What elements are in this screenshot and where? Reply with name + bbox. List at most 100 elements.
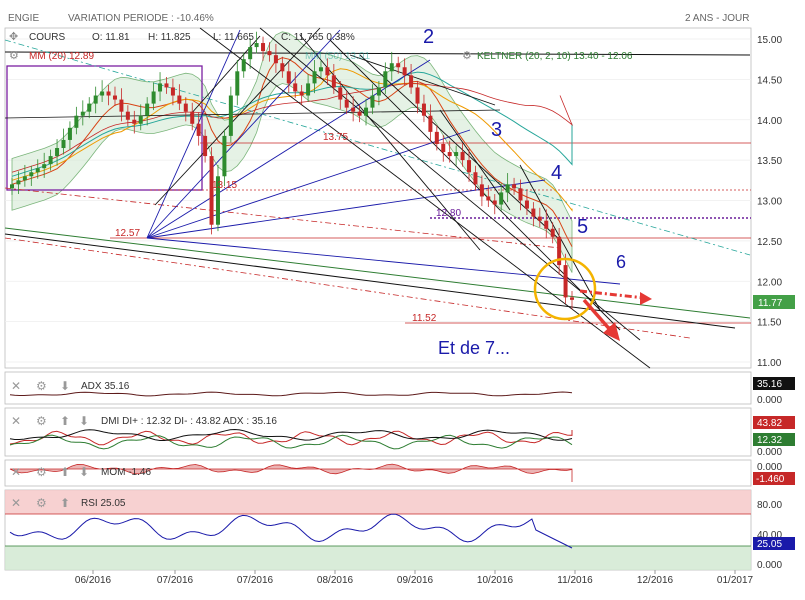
candle-body <box>402 67 407 76</box>
candle-body <box>383 71 388 88</box>
wave-label-2: 2 <box>423 26 434 48</box>
candle-body <box>434 131 439 144</box>
rsi-line <box>9 513 573 549</box>
candlestick-series <box>10 31 574 310</box>
candle-body <box>74 115 79 128</box>
adx-value: 35.16 <box>757 379 782 390</box>
black-trendline-lower <box>4 233 736 329</box>
arrow-down-icon[interactable]: ⬇ <box>79 465 89 479</box>
price-tick-4: 13.00 <box>757 197 782 208</box>
rsi-tick-40: 40.00 <box>757 530 782 541</box>
candle-body <box>112 95 117 100</box>
candle-body <box>138 115 143 124</box>
mom-tick: 0.000 <box>757 462 782 473</box>
candle-body <box>447 152 452 157</box>
close-icon[interactable]: ✕ <box>11 465 21 479</box>
candle-body <box>428 115 433 132</box>
candle-body <box>518 188 523 201</box>
dmi-panel: ✕ ⚙ ⬆ ⬇ DMI DI+ : 12.32 DI- : 43.82 ADX … <box>4 407 795 458</box>
close-icon[interactable]: ✕ <box>11 379 21 393</box>
dmi-tick: 0.000 <box>757 447 782 458</box>
arrow-down-icon[interactable]: ⬇ <box>60 379 70 393</box>
candle-body <box>235 71 240 96</box>
level-label-1152: 11.52 <box>412 313 437 324</box>
candle-body <box>151 91 156 104</box>
candle-body <box>409 75 414 88</box>
red-dashdot-trendline <box>4 187 561 249</box>
date-tick-5: 10/2016 <box>477 575 514 586</box>
candle-body <box>492 200 497 205</box>
level-label-1257: 12.57 <box>115 228 140 239</box>
legend-keltner: KELTNER (20, 2, 10) 13.40 - 12.06 <box>477 51 633 62</box>
mom-area <box>9 463 573 482</box>
candle-body <box>396 63 401 68</box>
date-axis: 06/2016 07/2016 07/2016 08/2016 09/2016 10/20… <box>75 570 754 586</box>
legend-close: C: 11.765 0.38% <box>281 32 355 43</box>
price-tick-8: 11.00 <box>757 358 782 369</box>
candle-body <box>22 176 27 181</box>
candle-body <box>215 176 220 225</box>
rsi-value: 25.05 <box>757 539 782 550</box>
rsi-oversold-zone <box>5 546 751 570</box>
candle-body <box>389 63 394 72</box>
close-icon[interactable]: ✕ <box>11 496 21 510</box>
mom-value-badge <box>753 472 795 485</box>
candle-body <box>119 99 124 112</box>
price-tick-7: 11.50 <box>757 318 782 329</box>
gear-icon[interactable]: ⚙ <box>36 496 47 510</box>
price-tick-0: 15.00 <box>757 35 782 46</box>
adx-label: ADX 35.16 <box>81 381 130 392</box>
candle-body <box>557 236 562 266</box>
candle-body <box>87 103 92 112</box>
level-label-1375: 13.75 <box>323 132 348 143</box>
dashed-red-arrow <box>579 289 652 305</box>
candle-body <box>241 59 246 72</box>
arrow-up-icon[interactable]: ⬆ <box>60 496 70 510</box>
candle-body <box>61 139 66 149</box>
rsi-tick-80: 80.00 <box>757 500 782 511</box>
candle-body <box>460 152 465 161</box>
candle-body <box>196 123 201 136</box>
adx-panel: ✕ ⚙ ⬇ ADX 35.16 35.16 0.000 <box>4 371 795 406</box>
candle-body <box>164 83 169 88</box>
ma20-line <box>11 57 573 247</box>
candle-body <box>67 127 72 140</box>
teal-dashdot-trendline <box>4 39 751 256</box>
candle-body <box>312 71 317 84</box>
candle-body <box>209 156 214 225</box>
rsi-label: RSI 25.05 <box>81 498 126 509</box>
price-tick-3: 13.50 <box>757 156 782 167</box>
legend-cours: COURS <box>29 32 65 43</box>
arrow-down-icon[interactable]: ⬇ <box>79 414 89 428</box>
date-tick-4: 09/2016 <box>397 575 434 586</box>
gear-icon[interactable]: ⚙ <box>36 414 47 428</box>
et-de-7-annotation: Et de 7... <box>438 338 510 358</box>
candle-body <box>48 156 53 165</box>
price-tick-6: 12.00 <box>757 277 782 288</box>
gear-icon[interactable]: ⚙ <box>36 379 47 393</box>
arrow-up-icon[interactable]: ⬆ <box>60 414 70 428</box>
candle-body <box>370 95 375 108</box>
candle-body <box>524 200 529 209</box>
wave-label-5: 5 <box>577 216 588 238</box>
wave-label-6: 6 <box>616 252 626 272</box>
candle-body <box>293 83 298 92</box>
price-axis: 15.00 14.50 14.00 13.50 13.00 12.50 12.00 11.50… <box>757 35 782 369</box>
candle-body <box>16 180 21 185</box>
consolidation-box <box>6 65 203 191</box>
candle-body <box>441 143 446 153</box>
price-tick-5: 12.50 <box>757 237 782 248</box>
candle-body <box>479 184 484 197</box>
candle-body <box>512 184 517 189</box>
candle-body <box>10 184 14 189</box>
gear-icon[interactable]: ⚙ <box>36 465 47 479</box>
candle-body <box>499 192 504 205</box>
candle-body <box>318 67 323 72</box>
candle-body <box>306 83 311 96</box>
dmi-plus-value: 12.32 <box>757 435 782 446</box>
close-icon[interactable]: ✕ <box>11 414 21 428</box>
candle-body <box>325 67 330 76</box>
candle-body <box>415 87 420 104</box>
candle-body <box>570 297 574 300</box>
arrow-up-icon[interactable]: ⬆ <box>60 465 70 479</box>
